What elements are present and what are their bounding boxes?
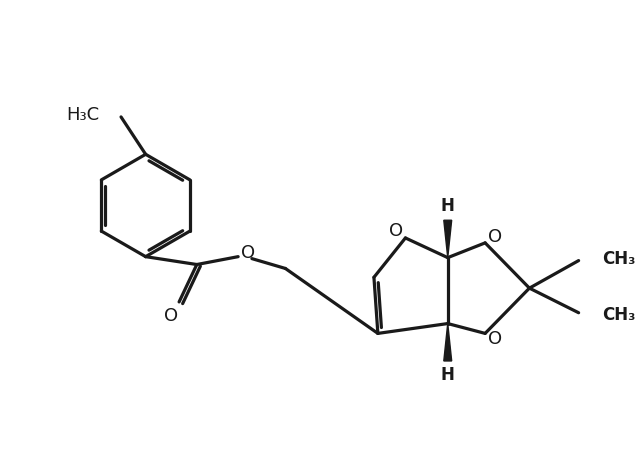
- Text: CH₃: CH₃: [602, 250, 636, 267]
- Text: O: O: [388, 222, 403, 240]
- Text: O: O: [241, 244, 255, 262]
- Polygon shape: [444, 323, 452, 361]
- Text: O: O: [488, 330, 502, 348]
- Text: CH₃: CH₃: [602, 306, 636, 324]
- Text: O: O: [164, 307, 179, 325]
- Text: H: H: [441, 366, 454, 384]
- Polygon shape: [444, 220, 452, 258]
- Text: H: H: [441, 197, 454, 215]
- Text: H₃C: H₃C: [67, 106, 99, 124]
- Text: O: O: [488, 228, 502, 246]
